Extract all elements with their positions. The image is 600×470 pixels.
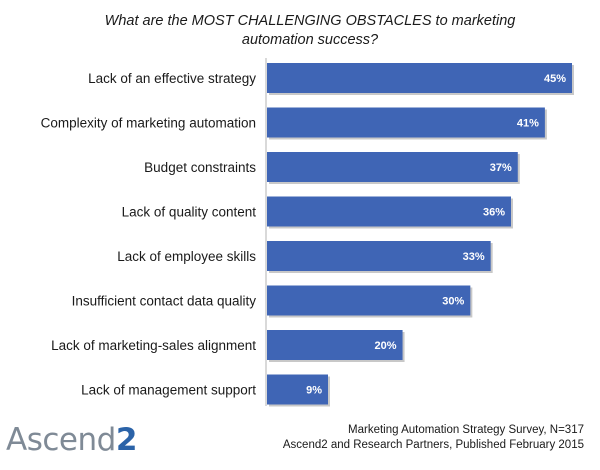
source-line-1: Marketing Automation Strategy Survey, N=… bbox=[348, 424, 584, 436]
value-label: 41% bbox=[517, 118, 539, 130]
category-label: Lack of marketing-sales alignment bbox=[51, 338, 256, 353]
bar bbox=[267, 285, 471, 316]
category-label: Insufficient contact data quality bbox=[72, 294, 257, 309]
bars-layer: Lack of an effective strategy 45% Complexi… bbox=[41, 63, 574, 407]
bar-group: Lack of an effective strategy 45% bbox=[88, 63, 574, 95]
category-label: Lack of quality content bbox=[122, 205, 257, 220]
bar bbox=[267, 152, 518, 182]
value-label: 33% bbox=[463, 251, 485, 263]
bar bbox=[267, 374, 328, 405]
bar bbox=[267, 330, 403, 360]
bar bbox=[267, 63, 572, 93]
logo-text: Ascend bbox=[6, 422, 116, 458]
source-note: Marketing Automation Strategy Survey, N=… bbox=[283, 423, 584, 453]
source-line-2: Ascend2 and Research Partners, Published… bbox=[282, 439, 584, 451]
bar bbox=[267, 107, 545, 138]
category-label: Budget constraints bbox=[144, 160, 256, 175]
bar-group: Lack of marketing-sales alignment 20% bbox=[51, 330, 405, 362]
bar-group: Lack of quality content 36% bbox=[122, 196, 513, 229]
value-label: 9% bbox=[306, 385, 322, 397]
logo-accent: 2 bbox=[115, 422, 138, 458]
bar-chart: Lack of an effective strategy 45% Complexi… bbox=[41, 58, 574, 407]
bar-group: Complexity of marketing automation 41% bbox=[41, 107, 547, 140]
category-label: Lack of employee skills bbox=[117, 249, 256, 264]
bar bbox=[267, 241, 491, 271]
value-label: 36% bbox=[483, 207, 505, 219]
bar-group: Budget constraints 37% bbox=[144, 152, 520, 184]
value-label: 37% bbox=[490, 162, 512, 174]
bar bbox=[267, 196, 511, 227]
category-label: Complexity of marketing automation bbox=[41, 116, 256, 131]
category-label: Lack of management support bbox=[81, 383, 256, 398]
chart-title: What are the MOST CHALLENGING OBSTACLES … bbox=[104, 13, 516, 48]
value-label: 45% bbox=[544, 73, 566, 85]
value-label: 30% bbox=[442, 296, 464, 308]
bar-group: Lack of management support 9% bbox=[81, 374, 330, 407]
bar-group: Lack of employee skills 33% bbox=[117, 241, 493, 273]
ascend2-logo: Ascend2 bbox=[6, 418, 137, 462]
category-label: Lack of an effective strategy bbox=[88, 71, 256, 86]
value-label: 20% bbox=[375, 340, 397, 352]
bar-group: Insufficient contact data quality 30% bbox=[72, 285, 473, 318]
